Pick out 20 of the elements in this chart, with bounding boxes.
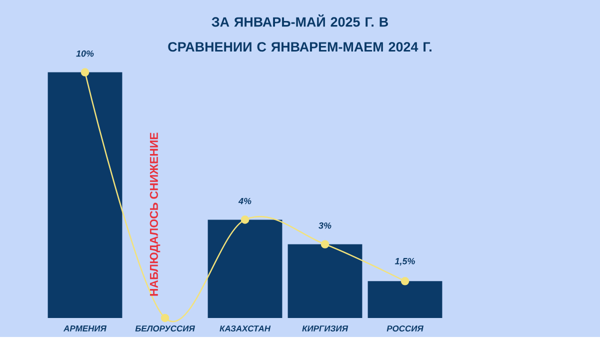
point [240,215,250,224]
point [160,314,170,322]
x-tick-label: РОССИЯ [386,325,424,332]
bar [48,72,122,318]
annotation: НАБЛЮДАЛОСЬ СНИЖЕНИЕ [150,132,160,296]
bar [368,281,442,318]
point [320,240,330,248]
x-tick-label: БЕЛОРУССИЯ [135,325,196,332]
data-label: 1,5% [394,258,415,266]
point [80,68,90,76]
data-label: 3% [318,222,332,229]
bar [208,220,282,318]
x-tick-label: КАЗАХСТАН [220,325,271,332]
x-tick-label: АРМЕНИЯ [63,325,107,332]
bar [288,244,362,318]
point [400,276,410,286]
x-tick-label: КИРГИЗИЯ [302,325,348,332]
data-label: 10% [76,50,94,57]
chart-title: ЗА ЯНВАРЬ-МАЙ 2025 Г. В СРАВНЕНИИ С ЯНВАРЕМ-МАЕМ 2024 Г. [168,14,432,52]
data-label: 4% [238,198,252,204]
